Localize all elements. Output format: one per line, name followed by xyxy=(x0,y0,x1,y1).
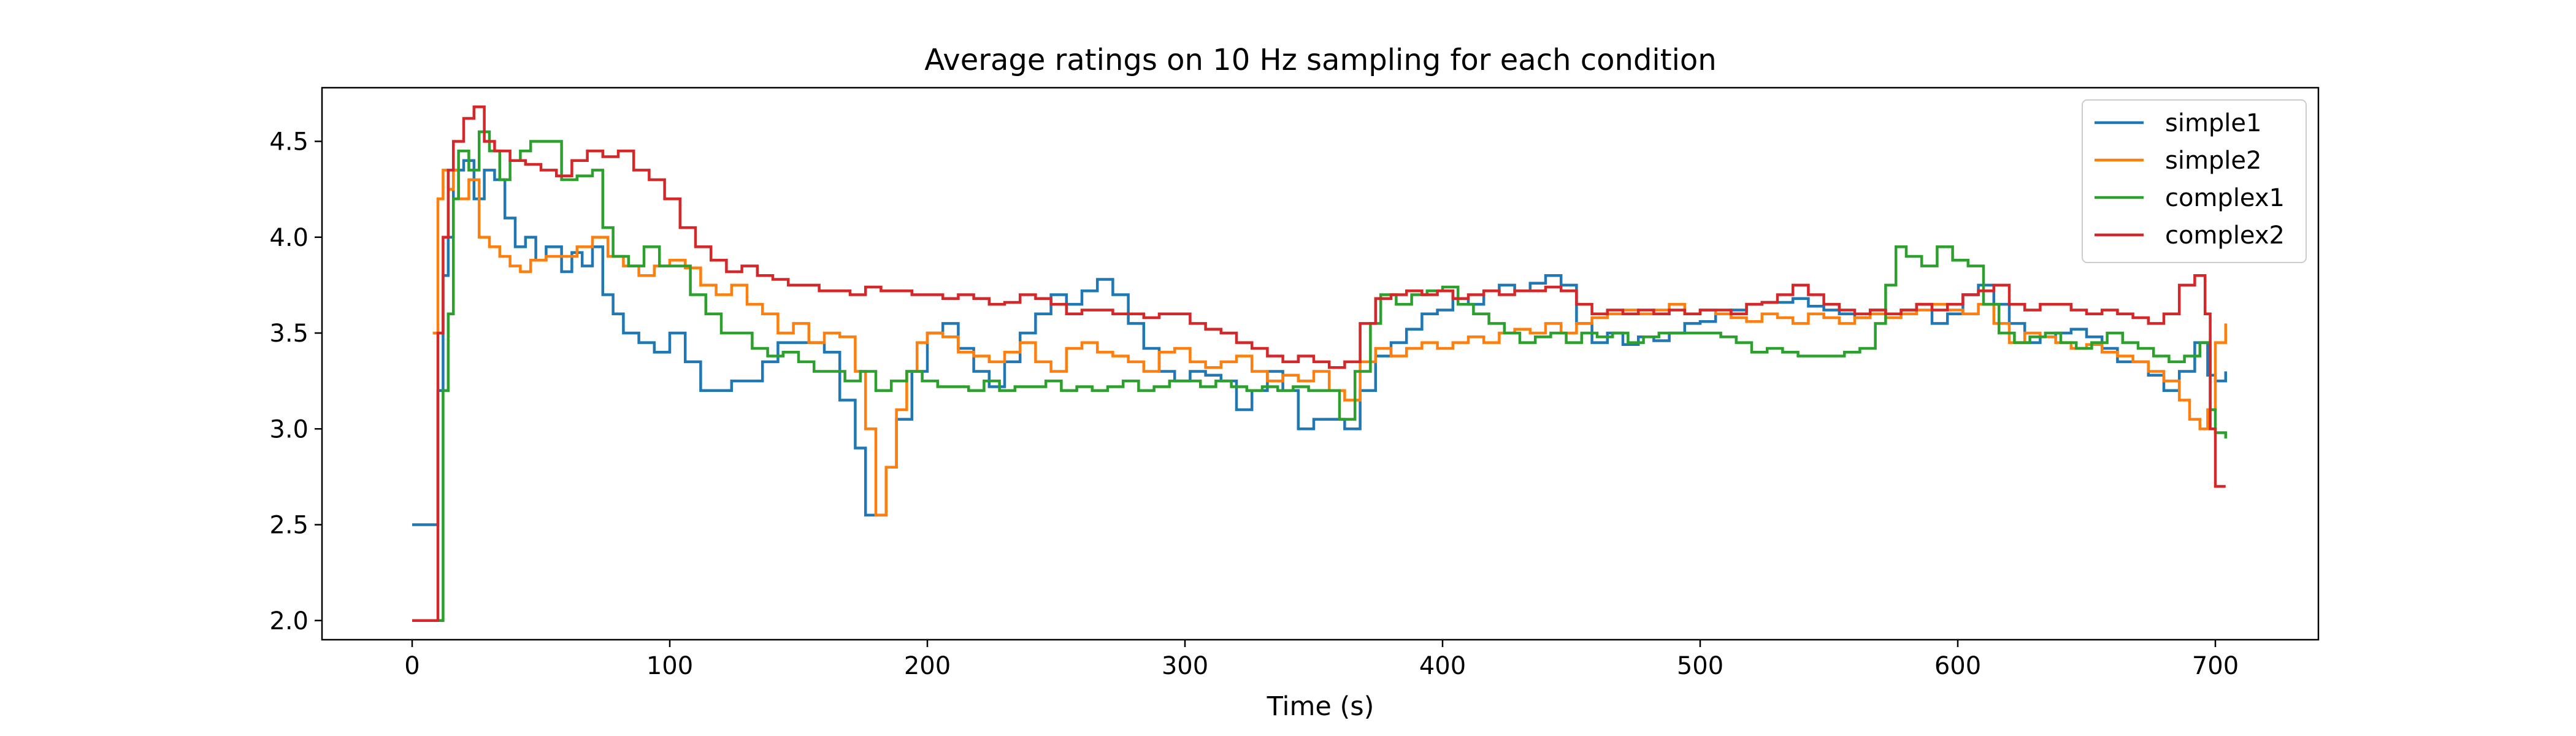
series-line-complex1 xyxy=(412,130,2228,623)
legend: simple1 simple2 complex1 complex2 xyxy=(2082,99,2307,263)
y-axis-ticks: 2.0 2.5 3.0 3.5 4.0 4.5 xyxy=(269,128,322,635)
series-line-simple1 xyxy=(412,159,2228,526)
x-tick-label: 500 xyxy=(1677,652,1723,680)
series-line-simple2 xyxy=(432,169,2228,517)
x-tick-label: 700 xyxy=(2192,652,2239,680)
x-axis-label: Time (s) xyxy=(1267,691,1374,722)
x-tick-label: 600 xyxy=(1934,652,1981,680)
y-tick-label: 3.5 xyxy=(269,320,309,348)
series-line-complex2 xyxy=(412,105,2226,623)
x-tick-label: 400 xyxy=(1419,652,1466,680)
x-tick-label: 300 xyxy=(1162,652,1208,680)
x-tick-label: 0 xyxy=(404,652,420,680)
plot-lines xyxy=(412,105,2228,623)
x-axis-ticks: 0 100 200 300 400 500 600 700 xyxy=(404,640,2239,680)
y-tick-label: 2.5 xyxy=(269,512,309,540)
legend-box xyxy=(2082,99,2307,263)
legend-label-simple1: simple1 xyxy=(2165,109,2261,137)
legend-label-simple2: simple2 xyxy=(2165,147,2261,175)
plot-frame xyxy=(321,86,2320,641)
y-tick-label: 2.0 xyxy=(269,607,309,635)
x-tick-label: 200 xyxy=(904,652,951,680)
y-tick-label: 4.5 xyxy=(269,128,309,156)
y-tick-label: 4.0 xyxy=(269,224,309,252)
chart-title: Average ratings on 10 Hz sampling for ea… xyxy=(924,43,1716,77)
x-tick-label: 100 xyxy=(646,652,693,680)
legend-label-complex2: complex2 xyxy=(2165,221,2285,250)
legend-label-complex1: complex1 xyxy=(2165,184,2285,212)
y-tick-label: 3.0 xyxy=(269,415,309,443)
